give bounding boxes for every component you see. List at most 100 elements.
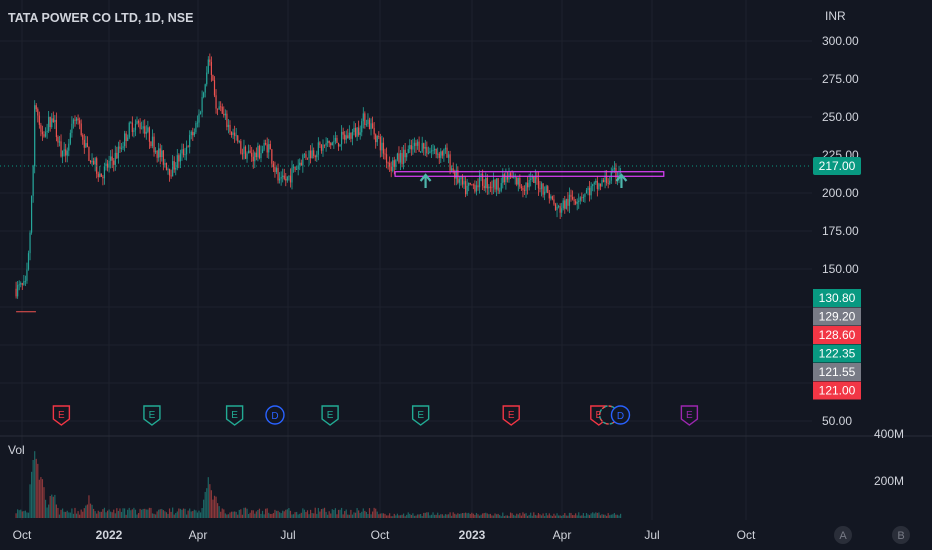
candle-body <box>537 178 540 189</box>
earnings-marker[interactable]: E <box>225 405 244 426</box>
candle-body <box>75 118 78 121</box>
volume-bar <box>35 458 37 518</box>
candle-body <box>359 132 361 135</box>
candle-body <box>238 141 240 142</box>
chart-title: TATA POWER CO LTD, 1D, NSE <box>8 11 193 25</box>
candle-body <box>125 133 127 141</box>
candle-body <box>358 127 360 135</box>
volume-bar <box>478 515 481 518</box>
volume-bar <box>280 513 282 518</box>
volume-bar <box>26 512 28 518</box>
candle-body <box>322 144 324 151</box>
volume-bar <box>610 514 612 518</box>
volume-bar <box>260 513 262 518</box>
earnings-marker[interactable]: E <box>321 405 339 426</box>
candle-body <box>399 153 402 163</box>
volume-bar <box>167 513 169 518</box>
candle-body <box>74 119 76 121</box>
price-axis[interactable]: 300.00275.00250.00225.00200.00175.00150.… <box>822 34 859 428</box>
volume-bar <box>204 491 206 518</box>
candle-body <box>320 145 323 151</box>
candle-body <box>463 181 465 185</box>
candle-body <box>17 285 19 297</box>
candle-body <box>55 119 57 137</box>
volume-bar <box>392 516 394 518</box>
candle-body <box>43 134 45 137</box>
time-axis[interactable]: Oct 2022 Apr Jul Oct 2023 Apr Jul Oct <box>13 528 756 542</box>
earnings-marker[interactable]: E <box>52 405 71 426</box>
button-a[interactable]: A <box>834 526 852 544</box>
volume-bar <box>92 508 95 518</box>
volume-bar <box>125 514 127 518</box>
up-arrow-icon <box>615 173 628 188</box>
candle-body <box>485 177 487 189</box>
volume-bar <box>27 512 30 518</box>
candle-body <box>433 148 436 151</box>
earnings-marker[interactable]: E <box>143 405 161 426</box>
candle-body <box>613 167 615 170</box>
volume-bar <box>60 509 62 518</box>
earnings-marker[interactable]: E <box>502 405 520 426</box>
volume-bar <box>294 512 296 518</box>
candle-body <box>252 156 254 162</box>
volume-bar <box>173 514 175 518</box>
volume-bar <box>117 510 119 518</box>
candle-body <box>598 183 600 189</box>
volume-bar <box>223 509 225 518</box>
candle-body <box>474 184 476 192</box>
volume-bar <box>77 511 79 518</box>
volume-bar <box>288 508 290 518</box>
volume-bar <box>475 512 478 518</box>
candle-body <box>159 148 161 158</box>
candle-body <box>168 168 171 176</box>
volume-bar <box>423 512 425 518</box>
candle-body <box>309 150 312 159</box>
candle-body <box>173 161 175 170</box>
volume-bar <box>145 509 147 518</box>
volume-bar <box>147 509 149 518</box>
earnings-marker[interactable]: E <box>680 405 699 426</box>
volume-bar <box>581 515 583 518</box>
candle-body <box>114 152 116 165</box>
volume-axis[interactable]: 400M 200M <box>874 427 904 488</box>
candle-body <box>110 156 112 161</box>
candle-body <box>206 72 208 85</box>
candle-body <box>587 187 589 191</box>
candle-body <box>593 182 595 185</box>
candle-body <box>241 153 243 155</box>
x-tick-label: Oct <box>371 528 390 542</box>
candle-body <box>387 162 389 164</box>
y-tick-label: 150.00 <box>822 262 859 276</box>
candle-body <box>466 185 468 195</box>
volume-bar <box>486 513 488 518</box>
candle-body <box>381 142 383 151</box>
x-tick-label: Apr <box>553 528 572 542</box>
dividend-marker[interactable]: D <box>265 405 285 425</box>
candle-body <box>486 177 488 189</box>
candle-body <box>29 232 31 254</box>
candle-series <box>15 53 622 299</box>
candle-body <box>356 127 358 137</box>
volume-bar <box>540 515 543 518</box>
volume-bar <box>108 509 110 518</box>
price-label-value: 121.00 <box>819 384 856 398</box>
volume-bar <box>412 513 414 518</box>
volume-bar <box>300 512 302 518</box>
candle-body <box>212 74 214 81</box>
volume-bar <box>172 507 174 518</box>
candle-body <box>390 166 392 171</box>
button-b[interactable]: B <box>892 526 910 544</box>
volume-bar <box>499 515 501 518</box>
resistance-band[interactable] <box>394 171 665 177</box>
candle-body <box>181 149 183 154</box>
dividend-marker[interactable]: D <box>610 405 631 425</box>
candle-body <box>220 106 222 108</box>
volume-bar <box>316 513 318 518</box>
candle-body <box>263 143 265 150</box>
candle-body <box>150 141 152 147</box>
earnings-marker[interactable]: E <box>411 405 430 426</box>
candle-body <box>153 136 155 153</box>
volume-bar <box>517 514 519 518</box>
